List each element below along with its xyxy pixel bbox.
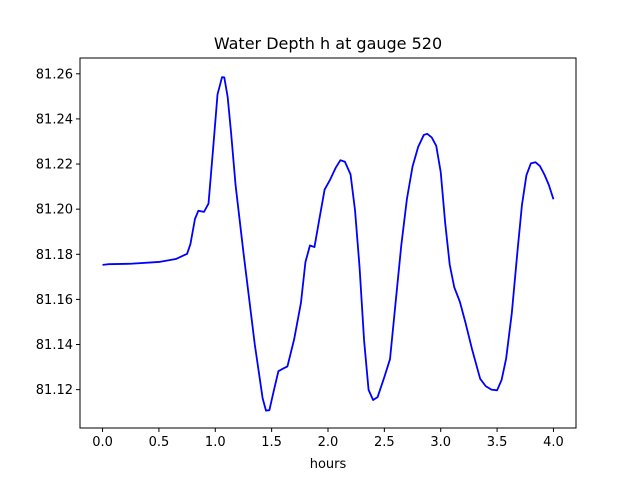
x-axis-label: hours [310,457,347,472]
y-tick-label: 81.22 [36,158,73,173]
y-tick-label: 81.16 [36,293,73,308]
x-tick-label: 1.0 [205,435,226,450]
x-tick-label: 3.5 [487,435,508,450]
chart-title: Water Depth h at gauge 520 [214,34,442,53]
y-tick-label: 81.26 [36,67,73,82]
y-tick-label: 81.12 [36,383,73,398]
y-axis: 81.12 81.14 81.16 81.18 81.20 81.22 81.24 81.26 [36,67,80,398]
x-tick-label: 2.0 [318,435,339,450]
y-tick-label: 81.20 [36,203,73,218]
x-tick-label: 4.0 [543,435,564,450]
x-axis: 0.0 0.5 1.0 1.5 2.0 2.5 3.0 3.5 4.0 [92,428,564,450]
series-line [102,76,555,412]
x-tick-label: 0.5 [149,435,170,450]
y-tick-label: 81.14 [36,338,73,353]
y-tick-label: 81.18 [36,248,73,263]
x-tick-label: 3.0 [430,435,451,450]
plot-frame [79,57,577,429]
y-tick-label: 81.24 [36,112,73,127]
plot-area [79,57,577,429]
x-tick-label: 1.5 [261,435,282,450]
x-tick-label: 2.5 [374,435,395,450]
x-tick-label: 0.0 [92,435,113,450]
